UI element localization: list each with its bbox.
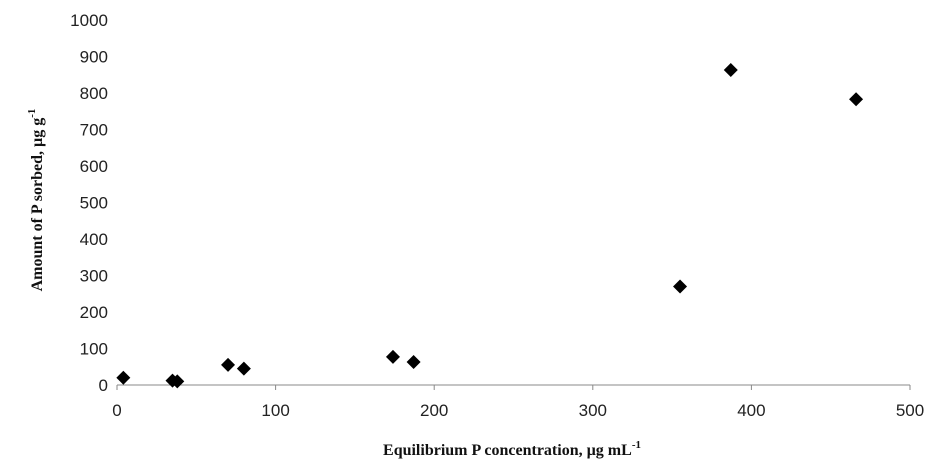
y-tick-label: 300 — [80, 267, 108, 286]
x-axis-title: Equilibrium P concentration, µg mL-1 — [383, 439, 641, 459]
x-tick-label: 400 — [737, 401, 765, 420]
y-tick-label: 100 — [80, 340, 108, 359]
data-point-marker — [236, 361, 251, 376]
y-tick-label: 600 — [80, 157, 108, 176]
x-tick-label: 300 — [579, 401, 607, 420]
x-axis-ticks: 0 100 200 300 400 500 — [112, 385, 924, 420]
y-tick-label: 0 — [99, 376, 108, 395]
data-point-marker — [723, 63, 738, 78]
x-tick-label: 100 — [261, 401, 289, 420]
data-point-marker — [849, 92, 864, 107]
data-points — [116, 63, 864, 389]
data-point-marker — [406, 355, 421, 370]
y-tick-label: 900 — [80, 48, 108, 67]
data-point-marker — [116, 370, 131, 385]
x-axis-title-text: Equilibrium P concentration, µg mL — [383, 442, 632, 459]
y-tick-label: 500 — [80, 194, 108, 213]
x-tick-label: 500 — [896, 401, 924, 420]
data-point-marker — [170, 374, 185, 389]
x-axis-title-superscript: -1 — [632, 439, 641, 451]
y-tick-label: 800 — [80, 84, 108, 103]
y-tick-label: 1000 — [70, 11, 108, 30]
y-axis-title-text: Amount of P sorbed, µg g — [29, 118, 46, 292]
y-tick-label: 200 — [80, 303, 108, 322]
y-tick-label: 400 — [80, 230, 108, 249]
y-tick-label: 700 — [80, 121, 108, 140]
x-tick-label: 200 — [420, 401, 448, 420]
y-axis-title-superscript: -1 — [26, 109, 38, 118]
x-tick-label: 0 — [112, 401, 121, 420]
data-point-marker — [385, 349, 400, 364]
data-point-marker — [221, 357, 236, 372]
y-axis-title: Amount of P sorbed, µg g-1 — [26, 109, 46, 292]
data-point-marker — [673, 279, 688, 294]
y-axis-ticks: 0 100 200 300 400 500 600 700 800 900 1000 — [70, 11, 108, 395]
